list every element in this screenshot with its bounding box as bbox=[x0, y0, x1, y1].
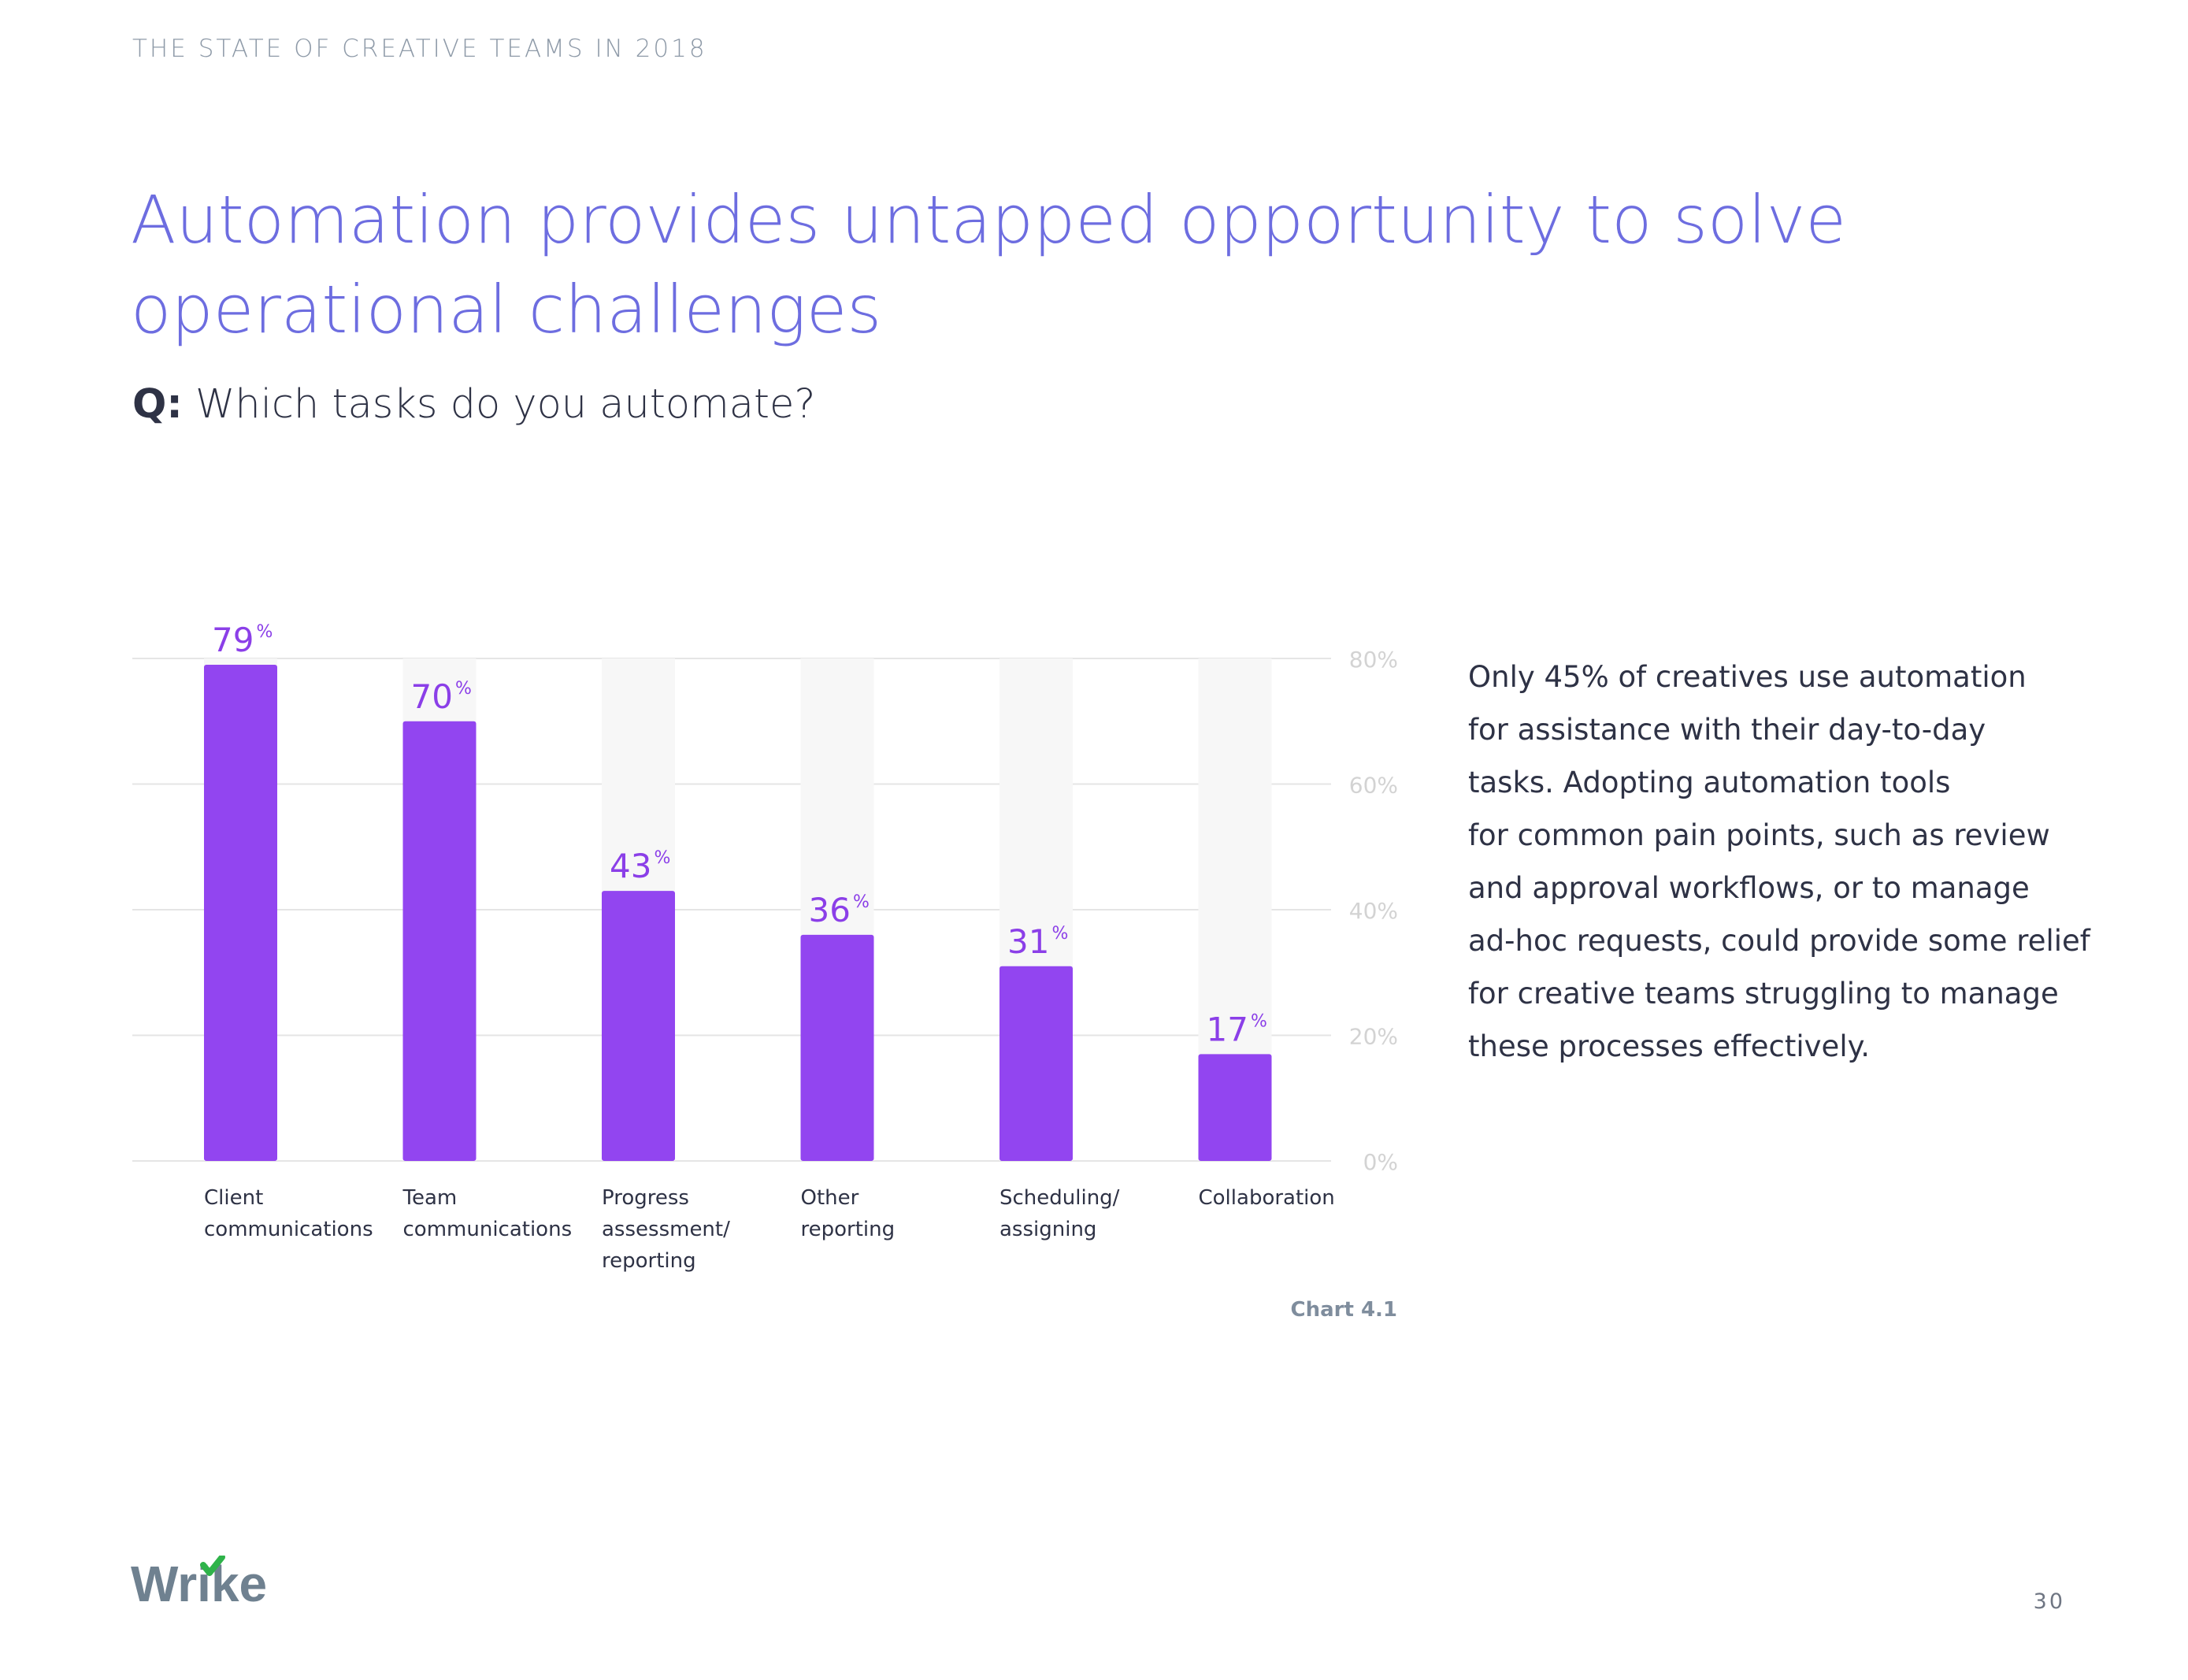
value-label-number: 36 bbox=[809, 891, 851, 929]
chart-category-labels: Client communications Team communications Pr… bbox=[204, 1186, 1335, 1273]
category-label: assessment/ bbox=[602, 1218, 730, 1241]
chart-y-ticks: 0% 20% 40% 60% 80% bbox=[1349, 647, 1398, 1175]
y-tick-label: 0% bbox=[1363, 1149, 1398, 1175]
chart-bars bbox=[204, 664, 1272, 1161]
running-header: THE STATE OF CREATIVE TEAMS IN 2018 bbox=[132, 35, 707, 63]
value-label: 70% bbox=[411, 677, 472, 716]
category-label: Client bbox=[204, 1186, 263, 1210]
value-label-number: 79 bbox=[212, 621, 254, 659]
category-label: Team bbox=[402, 1186, 458, 1210]
value-label: 43% bbox=[610, 847, 670, 885]
question: Q: Which tasks do you automate? bbox=[132, 381, 815, 428]
side-text-line: for assistance with their day-to-day bbox=[1468, 713, 1986, 747]
bar-chart: 79 %70 %43 %36 %31 %17% 0%20%40%60%80% Client… bbox=[132, 621, 1398, 1273]
bar bbox=[800, 934, 874, 1161]
category-label: assigning bbox=[999, 1218, 1096, 1241]
value-label-suffix: % bbox=[455, 679, 472, 699]
page-number: 30 bbox=[2033, 1589, 2065, 1614]
category-label: communications bbox=[403, 1218, 573, 1241]
value-label: 36% bbox=[809, 891, 870, 929]
category-label: Other bbox=[801, 1186, 859, 1210]
question-prefix: Q: bbox=[132, 381, 183, 428]
bar bbox=[204, 664, 277, 1161]
question-text: Which tasks do you automate? bbox=[195, 381, 816, 428]
value-label-suffix: % bbox=[853, 892, 870, 912]
side-text-line: Only 45% of creatives use automation bbox=[1468, 660, 2027, 694]
y-tick-label: 20% bbox=[1349, 1024, 1398, 1050]
chart-grid bbox=[132, 658, 1331, 1162]
value-label: 79% bbox=[212, 621, 273, 659]
value-label-number: 31 bbox=[1007, 922, 1049, 961]
value-label: 31% bbox=[1007, 922, 1068, 961]
side-text: Only 45% of creatives use automation for … bbox=[1468, 651, 2098, 1073]
chart-value-labels: 79 %70 %43 %36 %31 %17% bbox=[212, 621, 1267, 1048]
value-label-suffix: % bbox=[654, 848, 670, 868]
check-icon bbox=[200, 1556, 225, 1576]
value-label-suffix: % bbox=[256, 622, 273, 642]
side-text-line: and approval workflows, or to manage bbox=[1468, 871, 2030, 905]
y-tick-label: 80% bbox=[1349, 647, 1398, 673]
value-label-number: 17 bbox=[1207, 1010, 1248, 1048]
value-label: 17% bbox=[1207, 1010, 1267, 1048]
chart-caption: Chart 4.1 bbox=[1290, 1298, 1398, 1322]
side-text-line: ad-hoc requests, could provide some reli… bbox=[1468, 924, 2090, 958]
category-label: communications bbox=[204, 1218, 373, 1241]
bar bbox=[602, 891, 675, 1161]
side-text-line: tasks. Adopting automation tools bbox=[1468, 766, 1951, 799]
side-text-line: for common pain points, such as review bbox=[1468, 818, 2050, 852]
side-text-line: these processes effectively. bbox=[1468, 1029, 1870, 1063]
category-label: reporting bbox=[602, 1249, 696, 1273]
wrike-logo: Wrike bbox=[131, 1556, 267, 1611]
bar bbox=[1198, 1054, 1272, 1161]
category-label: Progress bbox=[602, 1186, 689, 1210]
y-tick-label: 40% bbox=[1349, 898, 1398, 924]
value-label-suffix: % bbox=[1251, 1011, 1267, 1031]
value-label-number: 70 bbox=[411, 677, 453, 716]
value-label-suffix: % bbox=[1051, 924, 1068, 944]
y-tick-label: 60% bbox=[1349, 773, 1398, 799]
value-label-number: 43 bbox=[610, 847, 651, 885]
bar bbox=[999, 966, 1073, 1161]
bar bbox=[402, 721, 477, 1161]
category-label: Collaboration bbox=[1199, 1186, 1335, 1210]
side-text-line: for creative teams struggling to manage bbox=[1468, 977, 2059, 1011]
logo-text: Wrike bbox=[131, 1556, 267, 1611]
page-title: Automation provides untapped opportunity… bbox=[131, 181, 1847, 348]
category-label: Scheduling/ bbox=[999, 1186, 1120, 1210]
category-label: reporting bbox=[801, 1218, 896, 1241]
